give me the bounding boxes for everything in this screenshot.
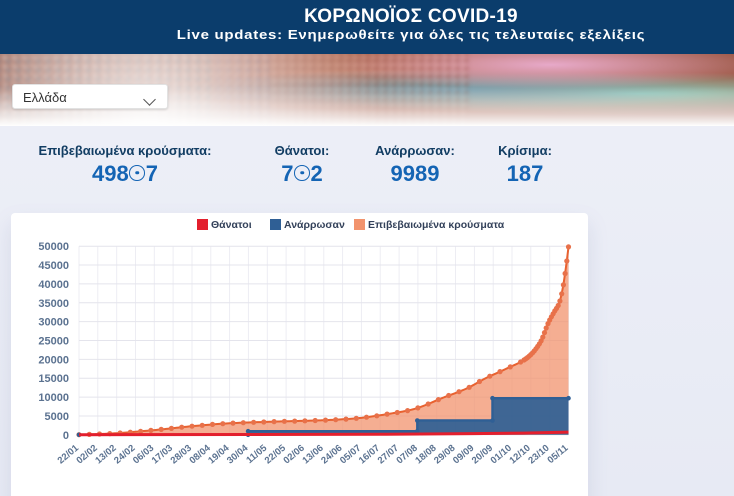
svg-text:40000: 40000 bbox=[38, 279, 69, 291]
svg-text:05/11: 05/11 bbox=[546, 442, 571, 466]
svg-text:45000: 45000 bbox=[38, 260, 69, 272]
svg-text:Επιβεβαιωμένα κρούσματα: Επιβεβαιωμένα κρούσματα bbox=[368, 219, 505, 231]
svg-text:25000: 25000 bbox=[38, 336, 69, 348]
svg-text:50000: 50000 bbox=[38, 241, 69, 253]
svg-text:35000: 35000 bbox=[38, 298, 69, 310]
svg-text:15000: 15000 bbox=[38, 373, 69, 385]
svg-text:Θάνατοι: Θάνατοι bbox=[211, 219, 252, 231]
svg-text:10000: 10000 bbox=[38, 392, 69, 404]
svg-text:20000: 20000 bbox=[38, 354, 69, 366]
svg-text:5000: 5000 bbox=[45, 411, 69, 423]
svg-text:30000: 30000 bbox=[38, 317, 69, 329]
svg-text:Ανάρρωσαν: Ανάρρωσαν bbox=[284, 219, 345, 231]
svg-text:0: 0 bbox=[63, 430, 69, 442]
